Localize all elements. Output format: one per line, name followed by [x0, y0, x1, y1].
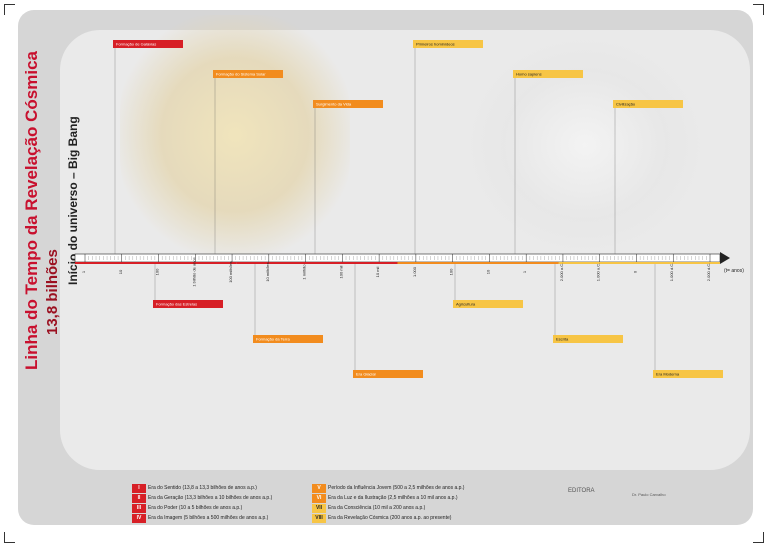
tick-label: 1.000 [412, 266, 417, 277]
tick-label: 100 milhões [228, 261, 233, 283]
event-box-below [553, 335, 623, 343]
crop-mark-bl [4, 532, 15, 543]
axis-label: (t= anos) [724, 268, 744, 274]
axis-era-segment [397, 262, 559, 264]
event-box-above [413, 40, 483, 48]
publisher-logo: EDITORA [568, 488, 595, 494]
event-label-below: Era Moderna [656, 372, 680, 377]
crop-mark-tr [753, 4, 764, 15]
legend-number: V [312, 484, 326, 493]
legend-number: II [132, 494, 146, 503]
event-label-above: Formação do Sistema Solar [216, 72, 266, 77]
legend-label: Era da Luz e da Ilustração (2,5 milhões … [328, 495, 458, 501]
tick-label: 2.000 a.C. [559, 263, 564, 281]
event-label-above: Primeiros hominídeos [416, 42, 455, 47]
tick-label: 1.000 d.C. [669, 263, 674, 281]
tick-label: 1 [81, 270, 86, 273]
tick-label: 1 bilhão de anos [191, 257, 196, 286]
tick-label: 10 milhões [265, 262, 270, 281]
event-box-below [653, 370, 723, 378]
crop-mark-br [753, 532, 764, 543]
event-label-above: Homo sapiens [516, 72, 542, 77]
event-box-above [313, 100, 383, 108]
tick-label: 1 [522, 270, 527, 273]
event-label-above: Civilização [616, 102, 636, 107]
event-label-above: Formação de Galáxias [116, 42, 156, 47]
event-box-below [453, 300, 523, 308]
event-label-above: Surgimento da Vida [316, 102, 352, 107]
axis-era-segment [236, 262, 398, 264]
paper-background [18, 10, 753, 525]
event-box-below [253, 335, 323, 343]
legend-number: VI [312, 494, 326, 503]
event-label-below: Escrita [556, 337, 569, 342]
legend-label: Era da Revelação Cósmica (200 anos a.p. … [328, 515, 452, 521]
tick-label: 10 mil [375, 267, 380, 278]
axis-era-segment [75, 262, 237, 264]
author-credit: Dr. Paulo Carvalho [632, 492, 666, 497]
event-label-below: Formação da Terra [256, 337, 290, 342]
axis-era-segment [558, 262, 720, 264]
tick-label: 100 mil [338, 265, 343, 278]
tick-label: 2.000 d.C. [706, 263, 711, 281]
event-box-below [153, 300, 223, 308]
legend-label: Era da Consciência (10 mil a 200 anos a.… [328, 505, 426, 511]
legend-label: Era do Poder (10 a 5 bilhões de anos a.p… [148, 505, 243, 511]
legend-number: III [132, 504, 146, 513]
event-label-below: Era Glacial [356, 372, 376, 377]
illustration-right [470, 40, 700, 250]
event-box-above [113, 40, 183, 48]
legend-label: Período da Influência Jovem (500 a 2,5 m… [328, 485, 465, 491]
legend: I Era do Sentido (13,8 a 13,3 bilhões de … [132, 484, 472, 524]
event-label-below: Formação das Estrelas [156, 302, 197, 307]
legend-number: VII [312, 504, 326, 513]
legend-label: Era da Geração (13,3 bilhões a 10 bilhõe… [148, 495, 273, 501]
legend-number: I [132, 484, 146, 493]
tick-label: 10 [485, 269, 490, 274]
event-label-below: Agricultura [456, 302, 476, 307]
tick-label: 100 [449, 268, 454, 275]
tick-label: 1.000 a.C. [596, 263, 601, 281]
crop-mark-tl [4, 4, 15, 15]
illustration-left [120, 15, 350, 255]
tick-label: 1 milhão [302, 264, 307, 280]
legend-number: VIII [312, 514, 326, 523]
legend-label: Era da Imagem (5 bilhões a 500 milhões d… [148, 515, 269, 521]
event-box-above [213, 70, 283, 78]
axis-arrow [720, 252, 730, 264]
tick-label: 0 [632, 270, 637, 273]
tick-label: 100 [155, 268, 160, 275]
legend-label: Era do Sentido (13,8 a 13,3 bilhões de a… [148, 485, 257, 491]
event-box-below [353, 370, 423, 378]
event-box-above [613, 100, 683, 108]
legend-number: IV [132, 514, 146, 523]
event-box-above [513, 70, 583, 78]
tick-label: 10 [118, 269, 123, 274]
